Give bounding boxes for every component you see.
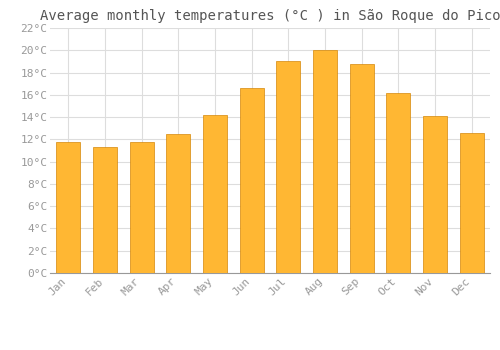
Bar [276, 61, 300, 273]
Bar [130, 142, 154, 273]
Bar [386, 93, 410, 273]
Bar [460, 133, 483, 273]
Bar [166, 134, 190, 273]
Bar [423, 116, 447, 273]
Bar [93, 147, 117, 273]
Bar [313, 50, 337, 273]
Bar [56, 142, 80, 273]
Title: Average monthly temperatures (°C ) in São Roque do Pico: Average monthly temperatures (°C ) in Sã… [40, 9, 500, 23]
Bar [240, 88, 264, 273]
Bar [350, 64, 374, 273]
Bar [203, 115, 227, 273]
